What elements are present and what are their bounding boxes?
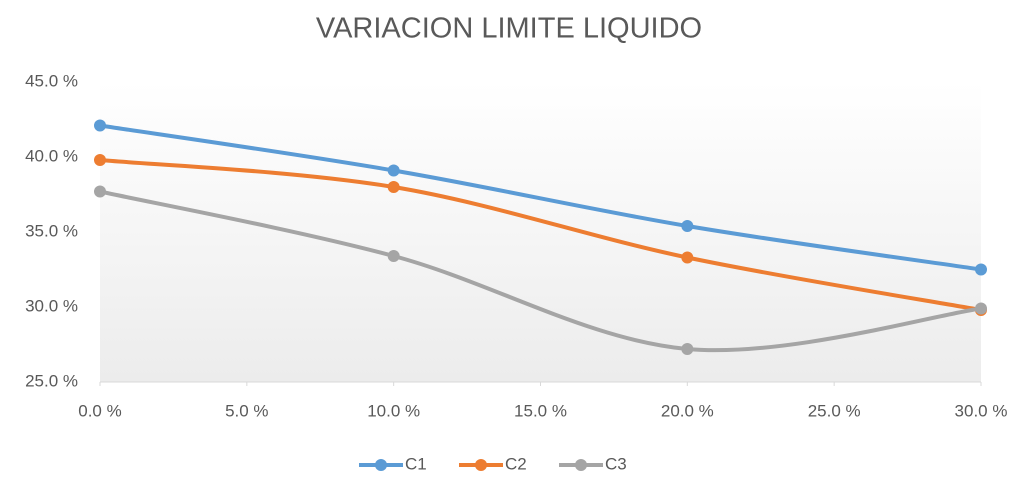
y-tick-label: 40.0 %: [25, 146, 78, 165]
legend-marker: [375, 459, 387, 471]
plot-area: [100, 82, 981, 382]
chart-title: VARIACION LIMITE LIQUIDO: [316, 13, 702, 45]
x-tick-label: 30.0 %: [955, 401, 1008, 420]
legend-label: C2: [505, 454, 527, 473]
series-line: [98, 158, 983, 312]
legend-label: C1: [405, 454, 427, 473]
x-tick-label: 20.0 %: [661, 401, 714, 420]
y-tick-label: 25.0 %: [25, 371, 78, 390]
data-point: [681, 343, 694, 355]
data-point: [387, 250, 400, 262]
y-tick-label: 35.0 %: [25, 221, 78, 240]
data-point: [975, 263, 987, 276]
data-point: [387, 164, 400, 177]
x-tick-label: 25.0 %: [808, 401, 861, 420]
y-tick-label: 30.0 %: [25, 296, 78, 315]
series-line: [98, 123, 983, 272]
data-point: [94, 119, 106, 132]
x-tick-label: 5.0 %: [225, 401, 268, 420]
y-tick-label: 45.0 %: [25, 71, 78, 90]
data-point: [94, 185, 106, 198]
data-point: [94, 154, 106, 166]
legend-marker: [475, 459, 487, 471]
series-line: [98, 189, 983, 353]
legend-marker: [575, 459, 587, 471]
x-tick-label: 15.0 %: [514, 401, 567, 420]
data-point: [975, 302, 987, 315]
x-tick-label: 10.0 %: [367, 401, 420, 420]
data-point: [681, 220, 694, 232]
legend-label: C3: [605, 454, 627, 473]
x-tick-label: 0.0 %: [78, 401, 121, 420]
data-point: [681, 251, 694, 264]
data-point: [387, 181, 400, 193]
